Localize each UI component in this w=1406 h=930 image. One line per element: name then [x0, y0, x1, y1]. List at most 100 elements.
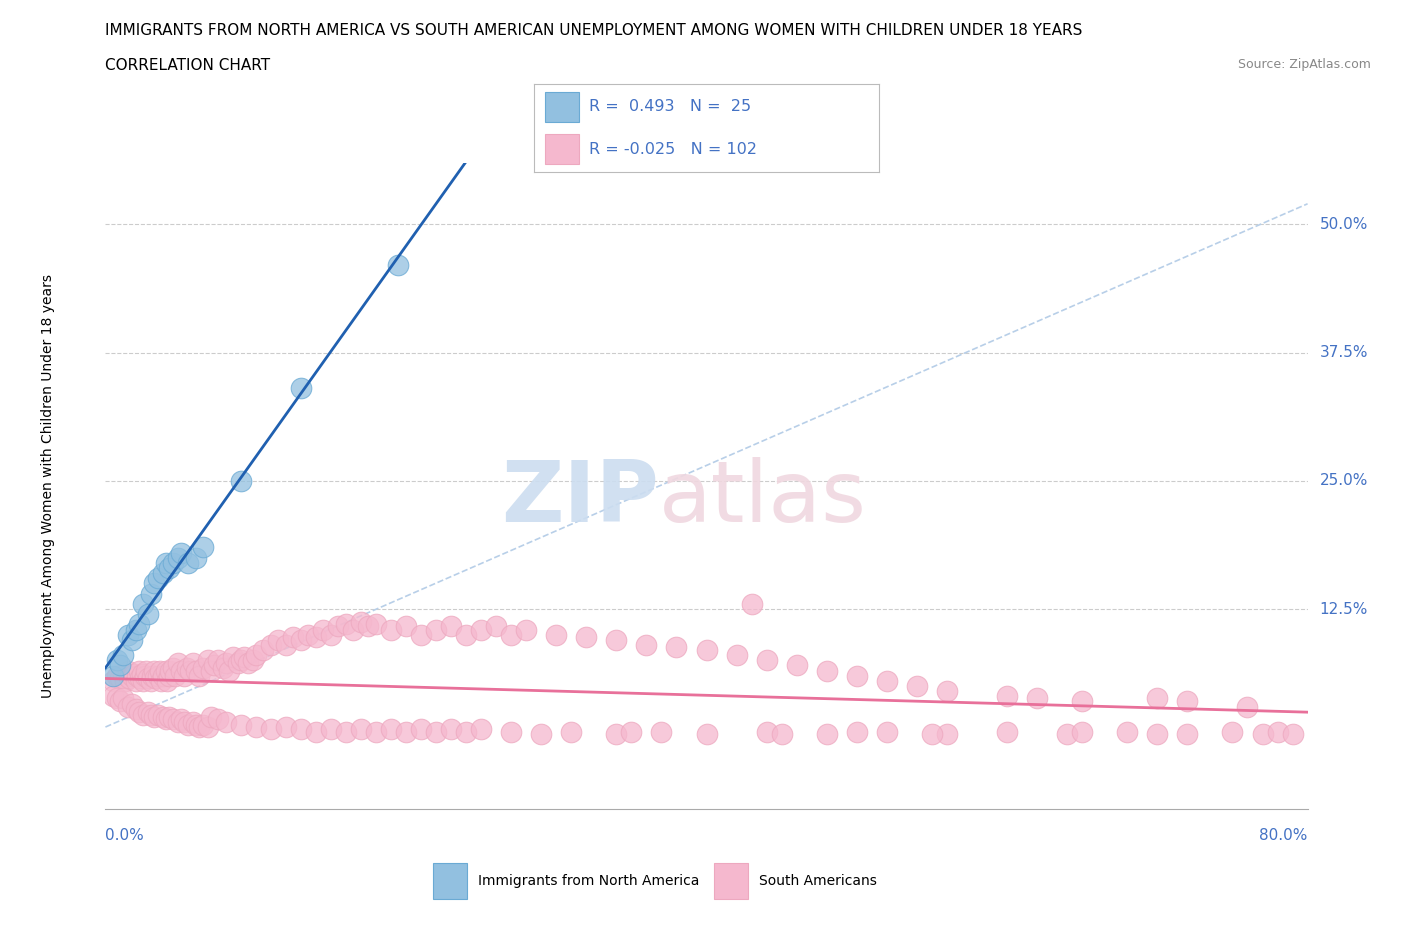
Point — [665, 640, 688, 655]
Point — [131, 666, 153, 681]
Point — [395, 619, 418, 634]
Point — [191, 660, 214, 675]
Point — [214, 714, 236, 729]
Point — [696, 726, 718, 741]
Point — [128, 663, 150, 678]
Point — [1281, 726, 1303, 741]
Bar — [433, 863, 467, 899]
Point — [112, 648, 135, 663]
Point — [191, 540, 214, 555]
Point — [143, 671, 166, 685]
Point — [440, 619, 463, 634]
Point — [121, 632, 143, 647]
Point — [364, 724, 387, 739]
Text: R =  0.493   N =  25: R = 0.493 N = 25 — [589, 100, 752, 114]
Point — [1071, 724, 1094, 739]
Point — [232, 650, 254, 665]
Point — [179, 663, 201, 678]
Point — [876, 673, 898, 688]
Point — [142, 663, 165, 678]
Point — [1251, 726, 1274, 741]
Point — [132, 708, 155, 723]
Point — [132, 673, 155, 688]
Point — [117, 663, 139, 678]
Point — [162, 555, 184, 570]
Point — [226, 656, 249, 671]
Text: atlas: atlas — [658, 458, 866, 540]
Point — [305, 630, 328, 644]
Point — [605, 726, 627, 741]
Point — [101, 673, 124, 688]
Point — [136, 704, 159, 719]
Point — [936, 726, 959, 741]
Point — [128, 617, 150, 631]
Point — [173, 669, 195, 684]
Text: 80.0%: 80.0% — [1260, 828, 1308, 843]
Point — [162, 711, 184, 726]
Point — [605, 632, 627, 647]
Point — [454, 627, 477, 642]
Point — [409, 722, 432, 737]
Point — [328, 619, 350, 634]
Point — [152, 565, 174, 580]
Point — [1146, 726, 1168, 741]
Point — [124, 622, 146, 637]
Point — [229, 653, 252, 668]
Point — [163, 669, 186, 684]
Point — [485, 619, 508, 634]
Point — [335, 724, 357, 739]
Point — [409, 627, 432, 642]
Point — [166, 714, 188, 729]
Point — [121, 669, 143, 684]
Point — [725, 648, 748, 663]
Point — [207, 653, 229, 668]
Point — [184, 551, 207, 565]
Text: Unemployment Among Women with Children Under 18 years: Unemployment Among Women with Children U… — [41, 274, 55, 698]
Point — [380, 622, 402, 637]
Point — [134, 669, 156, 684]
Point — [112, 691, 135, 706]
Point — [770, 726, 793, 741]
Point — [107, 653, 129, 668]
Text: 50.0%: 50.0% — [1320, 217, 1368, 232]
Point — [128, 704, 150, 719]
Point — [387, 258, 409, 272]
Point — [125, 669, 148, 684]
Point — [636, 637, 658, 652]
Point — [305, 724, 328, 739]
Point — [187, 669, 209, 684]
Point — [129, 671, 152, 685]
Point — [156, 673, 179, 688]
Point — [181, 656, 204, 671]
Point — [319, 627, 342, 642]
Point — [245, 720, 267, 735]
Point — [110, 658, 132, 673]
Point — [197, 653, 219, 668]
Point — [139, 586, 162, 601]
Point — [181, 714, 204, 729]
Point — [139, 673, 162, 688]
Point — [214, 656, 236, 671]
Point — [197, 720, 219, 735]
Text: 37.5%: 37.5% — [1320, 345, 1368, 360]
Point — [202, 658, 225, 673]
Point — [157, 561, 180, 576]
Point — [238, 656, 260, 671]
Point — [177, 555, 200, 570]
Point — [995, 689, 1018, 704]
Point — [845, 724, 868, 739]
Point — [187, 720, 209, 735]
Point — [936, 684, 959, 698]
Point — [176, 660, 198, 675]
Point — [319, 722, 342, 737]
Point — [136, 671, 159, 685]
Text: Immigrants from North America: Immigrants from North America — [478, 874, 699, 888]
Bar — [544, 92, 579, 122]
Point — [290, 381, 312, 396]
Point — [121, 697, 143, 711]
Point — [530, 726, 553, 741]
Point — [157, 710, 180, 724]
Point — [155, 663, 177, 678]
Point — [184, 663, 207, 678]
Point — [267, 632, 290, 647]
